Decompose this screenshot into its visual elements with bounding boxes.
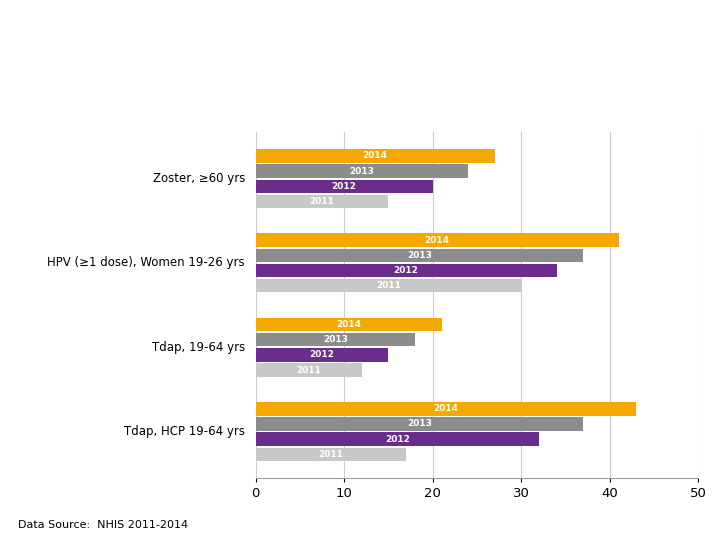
Text: Adult Vaccination Coverage: Adult Vaccination Coverage	[18, 27, 343, 47]
Bar	[256, 279, 521, 293]
Text: 2014: 2014	[433, 404, 459, 413]
Text: 2013: 2013	[407, 420, 432, 428]
Text: 2014: 2014	[363, 151, 387, 160]
Text: Tdap, HCP 19-64 yrs: Tdap, HCP 19-64 yrs	[124, 425, 245, 438]
Text: Selected Vaccines with Increases from 2011 to 2014: Selected Vaccines with Increases from 20…	[18, 73, 634, 93]
Bar	[256, 248, 583, 262]
Bar	[256, 149, 495, 163]
Text: 2011: 2011	[297, 366, 321, 375]
Bar	[256, 333, 415, 346]
Text: 2013: 2013	[323, 335, 348, 344]
Bar	[256, 164, 468, 178]
Text: 2014: 2014	[336, 320, 361, 329]
Bar	[256, 448, 406, 461]
Bar	[256, 233, 618, 247]
Text: Tdap, 19-64 yrs: Tdap, 19-64 yrs	[152, 341, 245, 354]
Text: HPV (≥1 dose), Women 19-26 yrs: HPV (≥1 dose), Women 19-26 yrs	[48, 256, 245, 269]
Text: 2011: 2011	[318, 450, 343, 459]
Bar	[256, 363, 362, 377]
Text: Data Source:  NHIS 2011-2014: Data Source: NHIS 2011-2014	[18, 520, 188, 530]
Bar	[256, 318, 441, 331]
Bar	[256, 433, 539, 446]
Bar	[256, 402, 636, 415]
Text: 2013: 2013	[349, 166, 374, 176]
Text: 2012: 2012	[394, 266, 418, 275]
Text: 2014: 2014	[425, 235, 450, 245]
Text: 2012: 2012	[332, 182, 356, 191]
Bar	[256, 179, 433, 193]
Text: 2011: 2011	[376, 281, 401, 290]
Bar	[256, 348, 389, 362]
Text: 2011: 2011	[310, 197, 335, 206]
Bar	[256, 195, 389, 208]
Text: 2013: 2013	[407, 251, 432, 260]
Bar	[256, 264, 557, 277]
Text: Zoster, ≥60 yrs: Zoster, ≥60 yrs	[153, 172, 245, 185]
Bar	[256, 417, 583, 431]
Text: 2012: 2012	[385, 435, 410, 444]
Text: 2012: 2012	[310, 350, 335, 359]
